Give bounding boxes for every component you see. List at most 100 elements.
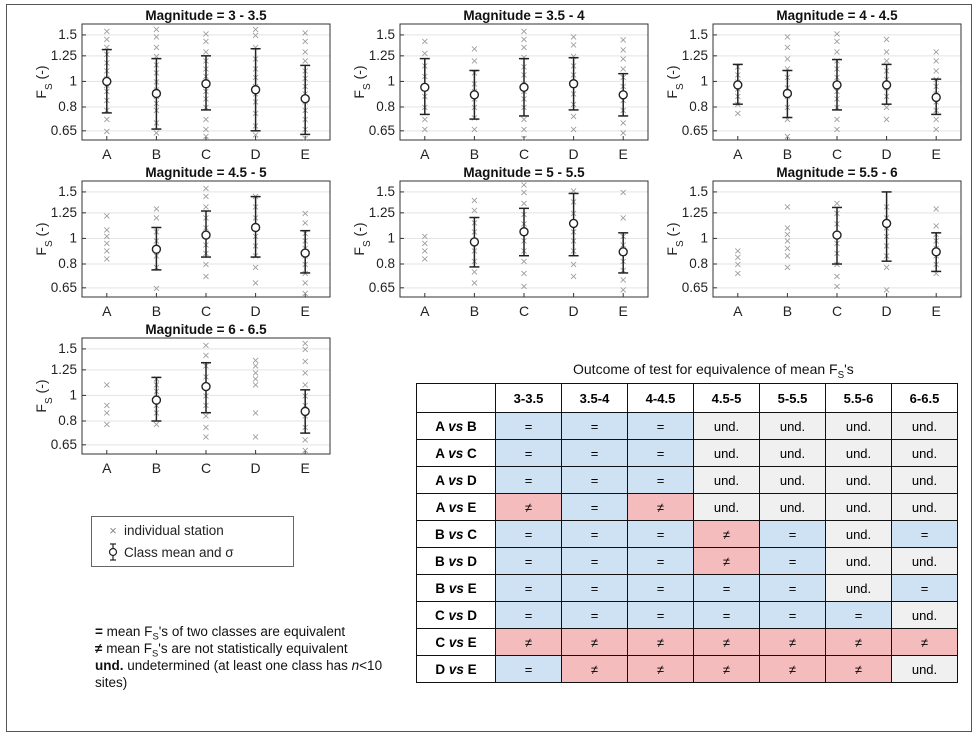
mean-marker: [300, 406, 310, 417]
errorbar-circle-icon: [102, 543, 124, 561]
table-cell: ≠: [495, 628, 562, 656]
mean-marker: [832, 80, 842, 90]
table-row-label: B vs C: [416, 520, 496, 548]
x-tick-label: D: [251, 460, 261, 476]
table-cell: und.: [891, 655, 958, 683]
table-cell: und.: [891, 493, 958, 521]
table-row: A vs B = = = und. und. und. und.: [416, 412, 958, 440]
station-marker: ×: [470, 56, 478, 67]
table-cell: ≠: [693, 520, 760, 548]
y-axis-label-unit: (-): [33, 379, 49, 397]
y-tick-label: 1.5: [689, 27, 708, 42]
table-cell: =: [627, 520, 694, 548]
legend-label-mean: Class mean and σ: [124, 544, 234, 560]
station-marker: ×: [882, 56, 890, 67]
y-tick-label: 1.25: [369, 48, 395, 63]
x-tick-label: A: [102, 146, 112, 162]
table-cell: =: [561, 547, 628, 575]
y-tick-label: 0.65: [682, 280, 708, 295]
station-marker: ×: [783, 32, 791, 43]
station-marker: ×: [783, 43, 791, 54]
mean-marker: [151, 395, 162, 405]
x-tick-label: C: [832, 146, 842, 162]
table-cell: =: [891, 520, 958, 548]
station-marker: ×: [833, 125, 841, 136]
station-marker: ×: [619, 213, 627, 224]
x-tick-label: B: [152, 460, 161, 476]
table-cell: =: [495, 655, 562, 683]
station-marker: ×: [882, 47, 890, 58]
y-tick-label: 0.8: [376, 99, 395, 114]
station-marker: ×: [569, 186, 577, 197]
station-marker: ×: [421, 246, 429, 257]
station-marker: ×: [301, 380, 309, 391]
y-axis-label-subscript: S: [675, 240, 686, 247]
x-tick-label: D: [251, 146, 261, 162]
table-cell: =: [495, 466, 562, 494]
table-cell: und.: [825, 412, 892, 440]
station-marker: ×: [301, 435, 309, 446]
station-marker: ×: [734, 100, 742, 111]
station-marker: ×: [152, 213, 160, 224]
y-tick-label: 0.65: [369, 123, 395, 138]
x-tick-label: B: [783, 146, 792, 162]
y-tick-label: 1.5: [376, 27, 395, 42]
station-marker: ×: [783, 54, 791, 65]
station-marker: ×: [569, 272, 577, 283]
table-cell: =: [561, 439, 628, 467]
station-marker: ×: [103, 27, 111, 38]
station-marker: ×: [520, 180, 528, 191]
table-cell: und.: [825, 466, 892, 494]
table-cell: und.: [825, 439, 892, 467]
station-marker: ×: [202, 132, 210, 143]
station-marker: ×: [520, 268, 528, 279]
station-marker: ×: [251, 374, 259, 385]
station-marker: ×: [520, 27, 528, 38]
mean-marker: [618, 90, 628, 100]
station-marker: ×: [202, 47, 210, 58]
y-tick-label: 1.5: [58, 27, 77, 42]
station-marker: ×: [783, 243, 791, 254]
station-marker: ×: [619, 187, 627, 198]
station-marker: ×: [569, 32, 577, 43]
table-row: D vs E = ≠ ≠ ≠ ≠ ≠ und.: [416, 655, 958, 683]
station-marker: ×: [520, 282, 528, 293]
mean-marker: [102, 76, 112, 87]
station-marker: ×: [202, 115, 210, 126]
station-marker: ×: [301, 208, 309, 219]
table-row: A vs D = = = und. und. und. und.: [416, 466, 958, 494]
table-cell: ≠: [825, 628, 892, 656]
table-column-header: 3.5-4: [561, 383, 628, 413]
station-marker: ×: [421, 239, 429, 250]
station-marker: ×: [520, 43, 528, 54]
mean-marker: [420, 82, 430, 93]
y-tick-label: 0.8: [689, 99, 708, 114]
y-axis-label-subscript: S: [362, 83, 373, 90]
mean-marker: [931, 92, 941, 103]
table-row: C vs D = = = = = = und.: [416, 601, 958, 629]
station-marker: ×: [103, 419, 111, 430]
y-tick-label: 1: [387, 73, 395, 88]
station-marker: ×: [251, 278, 259, 289]
station-marker: ×: [202, 422, 210, 433]
station-marker: ×: [152, 419, 160, 430]
table-cell: =: [495, 520, 562, 548]
station-marker: ×: [619, 128, 627, 139]
station-marker: ×: [783, 236, 791, 247]
x-tick-label: C: [201, 146, 211, 162]
y-axis-label: FS (-): [33, 222, 55, 255]
note-not-equivalent: ≠ mean FS's are not statistically equiva…: [95, 641, 348, 660]
mean-marker: [151, 88, 162, 99]
table-cell: =: [825, 601, 892, 629]
mean-marker: [250, 85, 261, 95]
station-marker: ×: [520, 52, 528, 63]
station-marker: ×: [301, 28, 309, 39]
station-marker: ×: [421, 254, 429, 265]
table-cell: und.: [693, 412, 760, 440]
station-marker: ×: [301, 218, 309, 229]
note-equivalent: = mean FS's of two classes are equivalen…: [95, 624, 346, 643]
station-marker: ×: [421, 125, 429, 136]
y-tick-label: 1.25: [682, 48, 708, 63]
table-cell: =: [627, 412, 694, 440]
table-cell: ≠: [759, 628, 826, 656]
